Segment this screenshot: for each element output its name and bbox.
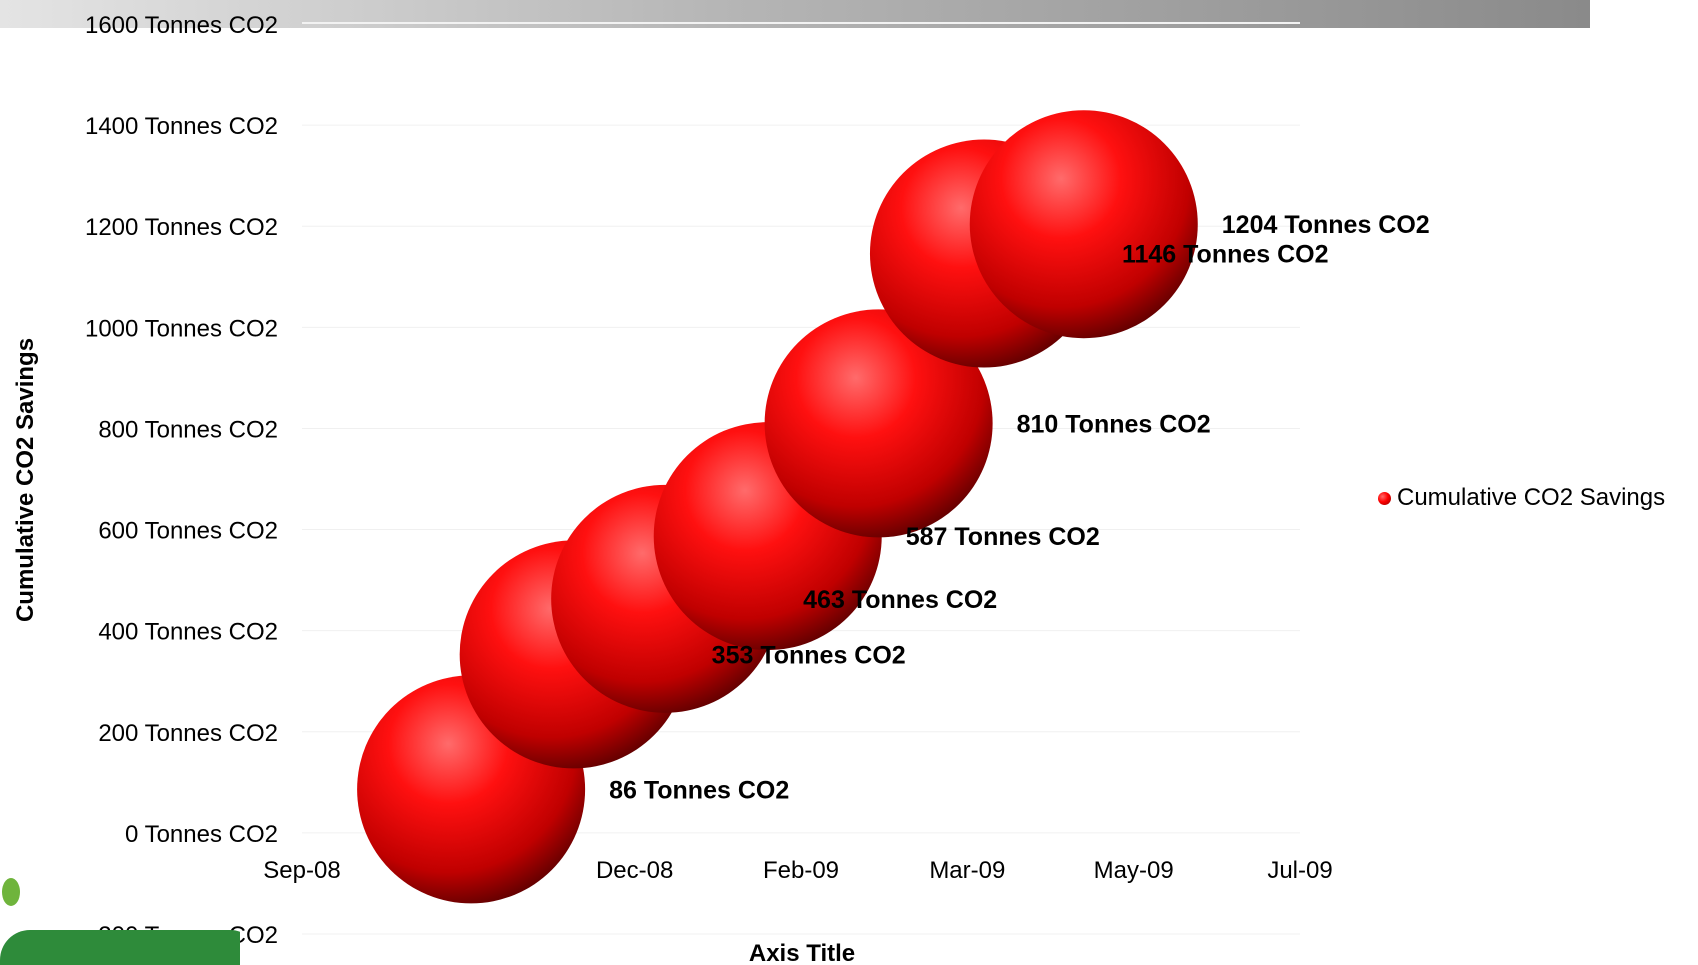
x-tick-label: Feb-09 — [763, 857, 839, 884]
bubble-point — [764, 309, 993, 538]
x-tick-label: Sep-08 — [263, 857, 340, 884]
company-logo — [0, 878, 240, 965]
y-tick-label: 1000 Tonnes CO2 — [85, 315, 278, 342]
y-tick-label: 1600 Tonnes CO2 — [85, 12, 278, 39]
x-tick-label: Jul-09 — [1267, 857, 1332, 884]
y-axis-title: Cumulative CO2 Savings — [12, 338, 39, 622]
data-label: 353 Tonnes CO2 — [712, 641, 906, 669]
data-label: 86 Tonnes CO2 — [609, 776, 789, 804]
legend-marker-icon — [1378, 491, 1391, 505]
data-label: 1146 Tonnes CO2 — [1122, 241, 1329, 269]
x-tick-label: May-09 — [1094, 857, 1174, 884]
data-label: 810 Tonnes CO2 — [1017, 410, 1211, 438]
logo-dot-icon — [2, 878, 20, 906]
x-axis-ticks: Sep-08Oct-08Dec-08Feb-09Mar-09May-09Jul-… — [263, 857, 1332, 884]
data-label: 1204 Tonnes CO2 — [1222, 211, 1430, 239]
y-tick-label: 800 Tonnes CO2 — [98, 416, 278, 443]
y-tick-label: 0 Tonnes CO2 — [125, 821, 278, 848]
plot-top-border — [302, 22, 1300, 24]
x-tick-label: Mar-09 — [929, 857, 1005, 884]
data-label: 463 Tonnes CO2 — [803, 586, 997, 614]
x-tick-label: Dec-08 — [596, 857, 673, 884]
data-labels: 86 Tonnes CO2 353 Tonnes CO2 463 Tonnes CO… — [609, 211, 1430, 804]
y-tick-label: 1400 Tonnes CO2 — [85, 113, 278, 140]
bubbles — [357, 110, 1198, 904]
logo-wordmark-icon — [0, 930, 240, 965]
y-tick-label: 200 Tonnes CO2 — [98, 720, 278, 747]
y-tick-label: 1200 Tonnes CO2 — [85, 214, 278, 241]
legend: Cumulative CO2 Savings — [1378, 484, 1665, 512]
data-label: 587 Tonnes CO2 — [906, 523, 1100, 551]
x-axis-title: Axis Title — [749, 940, 855, 965]
legend-label: Cumulative CO2 Savings — [1397, 484, 1666, 511]
bubble-point — [969, 110, 1198, 339]
y-tick-label: 400 Tonnes CO2 — [98, 619, 278, 646]
y-tick-label: 600 Tonnes CO2 — [98, 518, 278, 545]
